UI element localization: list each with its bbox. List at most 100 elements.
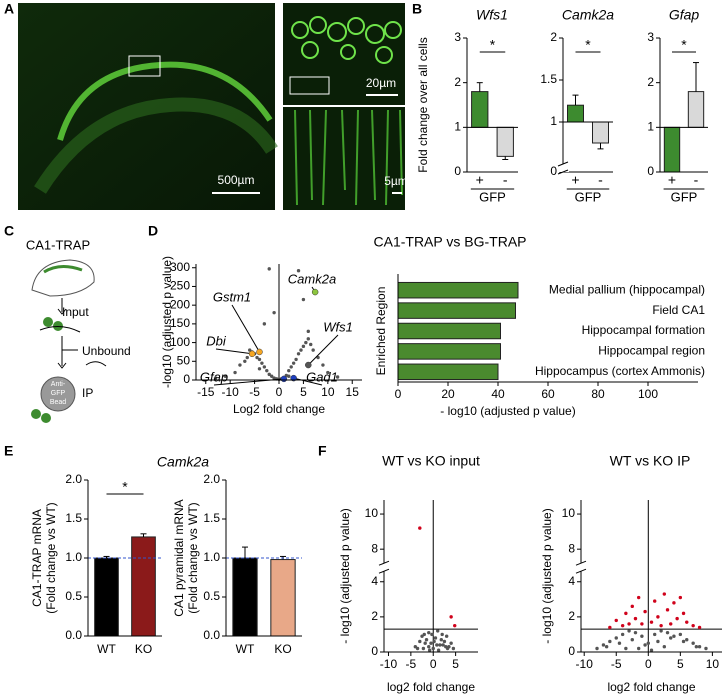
point [326, 370, 330, 375]
y-tick-label: 8 [568, 541, 575, 555]
x-tick-label: KO [274, 642, 291, 656]
point [257, 357, 262, 362]
point [424, 638, 429, 642]
point [685, 638, 689, 642]
point [265, 368, 269, 373]
x-tick-label: 15 [346, 385, 360, 399]
point [636, 595, 641, 600]
point [656, 615, 660, 619]
significance-label: * [585, 37, 591, 53]
x-tick-label: 0 [645, 657, 652, 671]
point [269, 374, 274, 378]
point [614, 618, 618, 623]
bar [397, 343, 501, 360]
point [296, 352, 301, 356]
bar [94, 557, 119, 637]
significance-label: * [490, 37, 496, 53]
point [427, 630, 431, 635]
y-axis-label: CA1 pyramidal mRNA [172, 499, 186, 616]
y-axis-label: Enriched Region [374, 287, 388, 376]
point [643, 609, 647, 614]
point [620, 623, 625, 628]
panel-label: A [4, 1, 14, 17]
point [601, 643, 606, 647]
x-axis-label: GFP [479, 189, 506, 204]
y-tick-label: 4 [371, 574, 378, 588]
point [257, 367, 262, 371]
highlight-point [256, 348, 263, 356]
point [430, 632, 434, 637]
point [444, 645, 448, 649]
category-label: Hippocampus (cortex Ammonis) [535, 364, 705, 378]
axis-break [557, 169, 569, 175]
point [665, 608, 670, 612]
x-tick-label: 10 [706, 657, 720, 671]
y-tick-label: 0.5 [203, 589, 220, 603]
chart-title: Gfap [669, 7, 700, 23]
point [233, 370, 237, 375]
y-axis-label: CA1-TRAP mRNA [30, 509, 44, 607]
point [624, 646, 628, 651]
point [697, 625, 702, 630]
chart-title: WT vs KO input [382, 453, 480, 469]
diagram-title: CA1-TRAP [26, 237, 90, 252]
point [627, 629, 631, 633]
bar [687, 91, 705, 128]
point [595, 646, 599, 651]
point [213, 376, 218, 380]
y-tick-label: 10 [562, 506, 576, 520]
y-axis-label: (Fold change vs WT) [44, 502, 58, 613]
point [423, 641, 427, 645]
point [291, 361, 296, 365]
point [436, 648, 441, 652]
point [675, 616, 679, 621]
x-tick-label: -10 [576, 657, 594, 671]
annotation-arrow [215, 348, 253, 355]
category-label: Field CA1 [652, 303, 705, 317]
x-tick-label: -10 [222, 385, 240, 399]
point [422, 632, 426, 637]
x-tick-label: 20 [441, 387, 455, 401]
y-tick-label: 100 [170, 335, 190, 349]
point [627, 622, 631, 626]
point [427, 645, 431, 649]
y-axis-label: - log10 (adjusted p value) [540, 508, 554, 643]
bar [397, 363, 499, 381]
y-tick-label: 2 [371, 609, 378, 623]
annotation-arrow [307, 334, 339, 366]
point [659, 629, 663, 633]
point [669, 636, 673, 640]
point [262, 322, 267, 326]
panel-label: F [318, 443, 327, 459]
x-tick-label: + [668, 172, 676, 188]
y-axis-label: Fold change over all cells [416, 37, 430, 172]
point [248, 348, 252, 352]
axis-break [575, 563, 587, 572]
x-tick-label: - [503, 172, 508, 188]
x-tick-label: 5 [300, 385, 307, 399]
y-tick-label: 250 [170, 279, 190, 293]
x-tick-label: 0 [430, 657, 437, 671]
point [604, 645, 609, 649]
axis-break [378, 560, 390, 566]
y-tick-label: 2.0 [203, 472, 220, 486]
significance-label: * [122, 479, 128, 495]
point [649, 648, 654, 652]
x-tick-label: 10 [321, 385, 335, 399]
point [436, 629, 440, 633]
y-tick-label: 0.0 [203, 628, 220, 642]
point [659, 623, 663, 628]
chart-title: WT vs KO IP [610, 453, 691, 469]
highlight-point [248, 350, 256, 358]
bar [397, 281, 519, 299]
point [444, 634, 449, 638]
point [304, 340, 308, 345]
y-tick-label: 2 [454, 75, 461, 89]
point [697, 645, 702, 649]
y-tick-label: 0.5 [65, 589, 82, 603]
annotation-label: Gstm1 [213, 289, 251, 304]
point [439, 638, 443, 642]
panel-label: E [4, 443, 13, 459]
panel-label: C [4, 223, 14, 239]
